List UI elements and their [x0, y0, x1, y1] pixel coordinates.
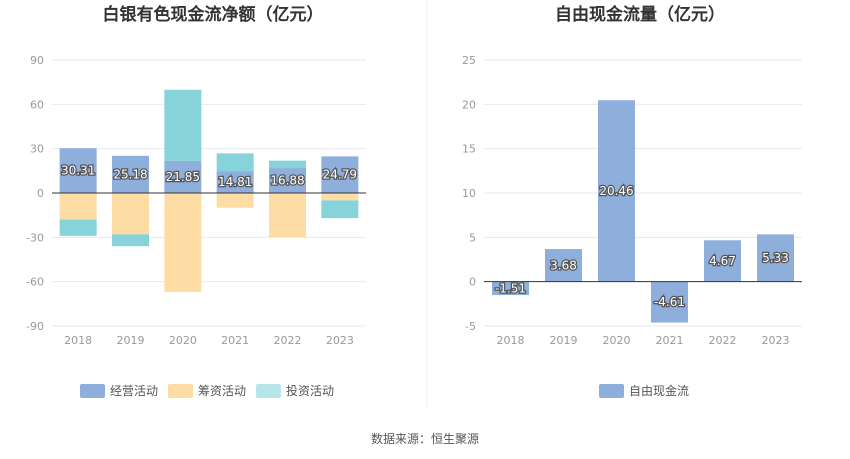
left-bar-筹资活动-2020[interactable] [164, 193, 202, 293]
right-y-tick-label: 20 [462, 98, 476, 111]
left-legend: 经营活动 筹资活动 投资活动 [80, 383, 334, 398]
right-x-tick-label: 2021 [656, 334, 684, 347]
legend-label-investing[interactable]: 投资活动 [286, 383, 334, 398]
left-y-tick-label: 60 [30, 98, 44, 111]
right-bar-自由现金流-2020[interactable] [598, 100, 635, 282]
left-bar-经营活动-2022[interactable] [269, 168, 306, 193]
right-x-tick-label: 2018 [497, 334, 525, 347]
left-bar-经营活动-2018[interactable] [59, 148, 97, 193]
right-bar-自由现金流-2021[interactable] [651, 281, 688, 323]
left-y-tick-label: 0 [37, 187, 44, 200]
legend-swatch-investing[interactable] [256, 384, 281, 398]
left-bar-筹资活动-2021[interactable] [216, 193, 254, 208]
right-chart-title: 自由现金流量（亿元） [555, 4, 725, 25]
left-bar-筹资活动-2023[interactable] [321, 193, 359, 201]
left-y-tick-label: -60 [26, 276, 44, 289]
left-data-label: 16.88 [270, 174, 304, 188]
left-bar-投资活动-2021[interactable] [216, 153, 254, 172]
left-bar-投资活动-2020[interactable] [164, 89, 202, 161]
free-cashflow-chart: 自由现金流量（亿元） 25 20 15 10 5 0 -5 -1.51 3.68 20.46 -4.… [462, 4, 802, 347]
legend-label-fcf[interactable]: 自由现金流 [629, 383, 689, 398]
left-data-label: 21.85 [166, 170, 200, 184]
legend-swatch-financing[interactable] [168, 384, 193, 398]
right-data-label: -1.51 [495, 281, 526, 295]
right-data-label: 20.46 [599, 184, 633, 198]
left-bar-投资活动-2023[interactable] [321, 200, 359, 219]
left-y-tick-label: 30 [30, 143, 44, 156]
right-x-tick-label: 2022 [709, 334, 737, 347]
right-y-tick-label: -5 [465, 320, 476, 333]
right-y-tick-label: 15 [462, 143, 476, 156]
left-bar-经营活动-2019[interactable] [112, 155, 149, 193]
left-x-tick-label: 2023 [326, 334, 354, 347]
legend-swatch-operating[interactable] [80, 384, 105, 398]
source-text: 数据来源：恒生聚源 [371, 431, 479, 446]
left-y-tick-label: -30 [26, 231, 44, 244]
left-chart-title: 白银有色现金流净额（亿元） [103, 4, 324, 25]
legend-swatch-fcf[interactable] [599, 384, 624, 398]
left-bar-筹资活动-2022[interactable] [269, 193, 306, 238]
left-bar-经营活动-2023[interactable] [321, 156, 359, 193]
right-data-label: 4.67 [709, 254, 736, 268]
left-bar-投资活动-2019[interactable] [112, 234, 149, 247]
right-data-label: -4.61 [654, 295, 685, 309]
left-data-label: 25.18 [113, 167, 147, 181]
left-x-tick-label: 2018 [64, 334, 92, 347]
right-x-tick-label: 2023 [762, 334, 790, 347]
left-bar-筹资活动-2018[interactable] [59, 193, 97, 220]
left-x-tick-label: 2021 [221, 334, 249, 347]
left-bar-投资活动-2018[interactable] [59, 219, 97, 236]
right-x-tick-label: 2020 [603, 334, 631, 347]
legend-label-operating[interactable]: 经营活动 [110, 384, 158, 398]
right-x-tick-label: 2019 [550, 334, 578, 347]
left-bar-筹资活动-2019[interactable] [112, 193, 149, 235]
right-bar-自由现金流-2023[interactable] [757, 234, 794, 282]
left-y-tick-label: 90 [30, 54, 44, 67]
left-y-tick-label: -90 [26, 320, 44, 333]
cashflow-net-chart: 白银有色现金流净额（亿元） 90 60 30 0 -30 -60 -90 30.31 25.18… [26, 4, 366, 347]
right-y-tick-label: 25 [462, 54, 476, 67]
right-y-tick-label: 5 [469, 231, 476, 244]
right-data-label: 3.68 [550, 258, 577, 272]
left-x-tick-label: 2019 [117, 334, 145, 347]
left-data-label: 30.31 [61, 164, 95, 178]
right-bar-自由现金流-2022[interactable] [704, 240, 741, 282]
right-data-label: 5.33 [762, 251, 789, 265]
left-data-label: 24.79 [323, 168, 357, 182]
right-bar-自由现金流-2018[interactable] [492, 281, 529, 296]
left-bar-投资活动-2022[interactable] [269, 160, 306, 169]
left-data-label: 14.81 [218, 175, 252, 189]
right-y-tick-label: 0 [469, 276, 476, 289]
legend-label-financing[interactable]: 筹资活动 [198, 384, 246, 398]
left-x-tick-label: 2020 [169, 334, 197, 347]
left-x-tick-label: 2022 [274, 334, 302, 347]
right-legend: 自由现金流 [599, 383, 689, 398]
right-bar-自由现金流-2019[interactable] [545, 249, 582, 282]
left-bar-经营活动-2020[interactable] [164, 160, 202, 193]
left-bar-经营活动-2021[interactable] [216, 171, 254, 193]
right-y-tick-label: 10 [462, 187, 476, 200]
